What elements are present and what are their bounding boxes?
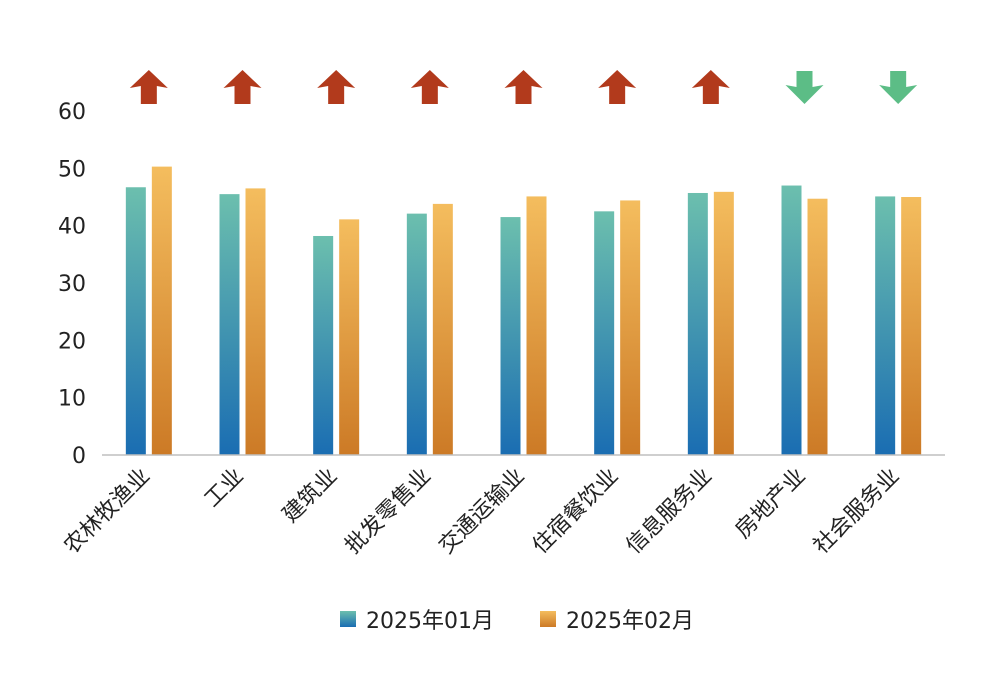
x-category-label: 房地产业 (731, 464, 811, 544)
bar-feb-0 (151, 166, 172, 455)
y-tick-label: 50 (58, 157, 86, 182)
bar-jan-2 (313, 235, 334, 455)
bar-jan-1 (219, 194, 240, 455)
arrow-up-icon (223, 70, 262, 104)
bar-feb-2 (339, 219, 360, 455)
bar-jan-0 (125, 187, 146, 455)
trend-arrows (129, 70, 918, 104)
legend: 2025年01月 2025年02月 (340, 609, 694, 634)
y-axis: 0 10 20 30 40 50 60 (58, 100, 86, 469)
x-category-label: 建筑业 (278, 464, 342, 528)
bar-feb-1 (245, 188, 266, 455)
y-tick-label: 0 (72, 444, 86, 469)
y-tick-label: 20 (58, 329, 86, 354)
bars (125, 166, 922, 456)
x-category-label: 工业 (200, 464, 249, 513)
bar-feb-5 (620, 200, 641, 455)
arrow-down-icon (879, 71, 918, 104)
arrow-up-icon (598, 70, 637, 104)
y-tick-label: 10 (58, 387, 86, 412)
y-tick-label: 60 (58, 100, 86, 125)
bar-feb-8 (901, 197, 922, 455)
arrow-up-icon (410, 70, 449, 104)
x-category-label: 批发零售业 (341, 464, 436, 559)
bar-jan-3 (406, 213, 427, 455)
x-category-label: 社会服务业 (809, 464, 904, 559)
arrow-down-icon (785, 71, 824, 104)
legend-swatch (340, 611, 356, 627)
legend-label: 2025年02月 (566, 609, 694, 634)
y-tick-label: 30 (58, 272, 86, 297)
y-tick-label: 40 (58, 215, 86, 240)
bar-jan-5 (594, 211, 615, 455)
bar-jan-7 (781, 185, 802, 456)
bar-feb-3 (432, 203, 453, 455)
bar-feb-7 (807, 198, 828, 455)
bar-jan-4 (500, 217, 521, 455)
bar-feb-6 (713, 191, 734, 455)
legend-swatch (540, 611, 556, 627)
arrow-up-icon (317, 70, 356, 104)
bar-jan-8 (875, 196, 896, 455)
legend-label: 2025年01月 (366, 609, 494, 634)
bar-jan-6 (687, 192, 708, 455)
x-category-label: 信息服务业 (622, 464, 717, 559)
bar-feb-4 (526, 196, 547, 455)
arrow-up-icon (504, 70, 543, 104)
x-category-label: 住宿餐饮业 (528, 464, 623, 559)
arrow-up-icon (129, 70, 168, 104)
x-category-label: 交通运输业 (434, 464, 529, 559)
arrow-up-icon (691, 70, 730, 104)
x-category-label: 农林牧渔业 (60, 464, 155, 559)
